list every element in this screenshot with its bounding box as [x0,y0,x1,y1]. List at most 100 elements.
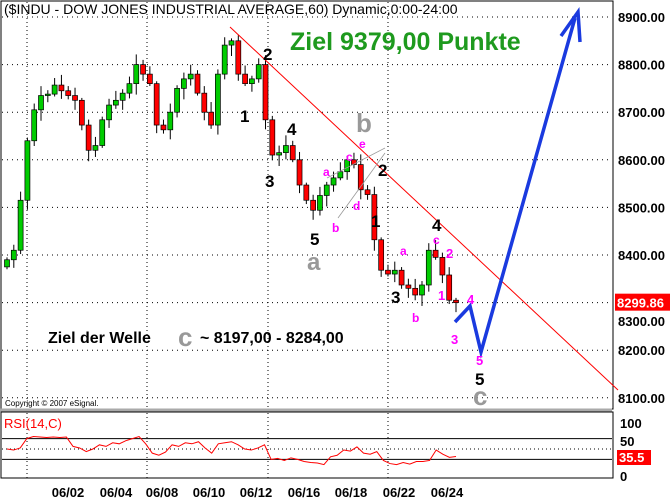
candle [10,249,17,261]
target-label: Ziel 9379,00 Punkte [290,28,521,56]
candle [269,119,276,156]
wave-label-magenta: c [433,233,440,247]
rsi-tick-label: 100 [620,416,642,431]
wave-label-gray: a [307,249,321,276]
wave-label-magenta: d [353,199,360,213]
rsi-label: RSI(14,C) [4,416,62,431]
wave-label: 3 [265,172,274,191]
candle [337,171,344,179]
candle [85,124,92,151]
wave-label: 3 [391,288,400,307]
wave-label-magenta: 1 [438,288,445,303]
wave-label-magenta: a [323,165,330,179]
x-tick-label: 06/18 [335,485,368,500]
wave-label-magenta: c [346,150,353,164]
candle [181,78,187,89]
candle [351,159,357,165]
wave-label-magenta: 2 [446,246,453,261]
wave-label: 1 [240,107,249,126]
y-tick-label: 8800.00 [618,58,665,73]
candle [425,249,432,286]
wave-label-magenta: 5 [476,353,483,368]
y-tick-label: 8200.00 [618,343,665,358]
candle [133,64,140,84]
candle [65,90,72,96]
x-tick-label: 06/02 [52,485,85,500]
candle [296,159,303,186]
candle [446,274,453,301]
candle [405,284,412,289]
x-tick-label: 06/16 [288,485,321,500]
wave-label: 4 [432,216,442,235]
candle [78,99,85,126]
x-tick-label: 06/10 [193,485,226,500]
wave-target-prefix: Ziel der Welle [48,330,151,347]
y-tick-label: 8600.00 [618,153,665,168]
candle [317,195,323,211]
candle [228,40,235,46]
candle [17,199,24,251]
wave-label-magenta: b [412,311,419,325]
triangle-line-lower [337,152,386,219]
copyright: Copyright © 2007 eSignal. [5,399,99,408]
wave-label: 4 [287,120,297,139]
x-tick-label: 06/08 [146,485,179,500]
candle [24,140,31,201]
x-tick-label: 06/12 [240,485,273,500]
candle [330,177,337,186]
candle [72,95,78,101]
candle [310,199,316,211]
candle [391,269,398,275]
candle [323,184,330,196]
candle [140,64,146,75]
rsi-last-label: 35.5 [619,450,644,465]
candle [364,189,371,195]
projection-path [453,17,577,359]
wave-label-magenta: a [400,244,407,258]
candle [4,259,10,268]
candle [255,64,262,80]
candle [262,64,269,121]
candle [99,119,106,146]
wave-label-magenta: e [359,137,366,151]
candle [215,73,221,126]
candle [201,92,208,113]
candle [174,88,180,113]
candle [58,84,65,92]
wave-label-gray: c [473,381,487,411]
wave-label: 5 [475,370,484,389]
projection-arrowhead [559,6,582,43]
candle [249,78,255,84]
y-tick-label: 8500.00 [618,200,665,215]
wave-label-gray: b [356,108,372,138]
wave-label-magenta: b [332,221,339,235]
candle [378,239,385,271]
wave-label: 1 [371,212,380,231]
y-tick-label: 8900.00 [618,10,665,25]
wave-target-range: ~ 8197,00 - 8284,00 [200,330,344,347]
candle [126,83,133,94]
candle [276,152,282,156]
x-tick-label: 06/04 [100,485,133,500]
candle [160,124,167,131]
wave-label-magenta: 3 [451,332,458,347]
candle [194,73,201,94]
triangle-line-upper [326,147,386,179]
candle [221,44,228,75]
y-tick-label: 8100.00 [618,391,665,406]
wave-label-magenta: 4 [467,292,475,307]
candle [51,84,58,95]
candle [187,73,194,80]
candle [208,111,214,126]
candle [112,99,119,106]
candle [147,73,153,84]
candle [357,164,364,191]
rsi-tick-label: 50 [620,434,634,449]
trendline [229,26,619,391]
wave-label: 5 [310,230,319,249]
x-tick-label: 06/24 [431,485,464,500]
candle [432,249,439,258]
candle [419,284,425,296]
candle [398,269,405,286]
last-price-label: 8299.86 [617,296,664,311]
